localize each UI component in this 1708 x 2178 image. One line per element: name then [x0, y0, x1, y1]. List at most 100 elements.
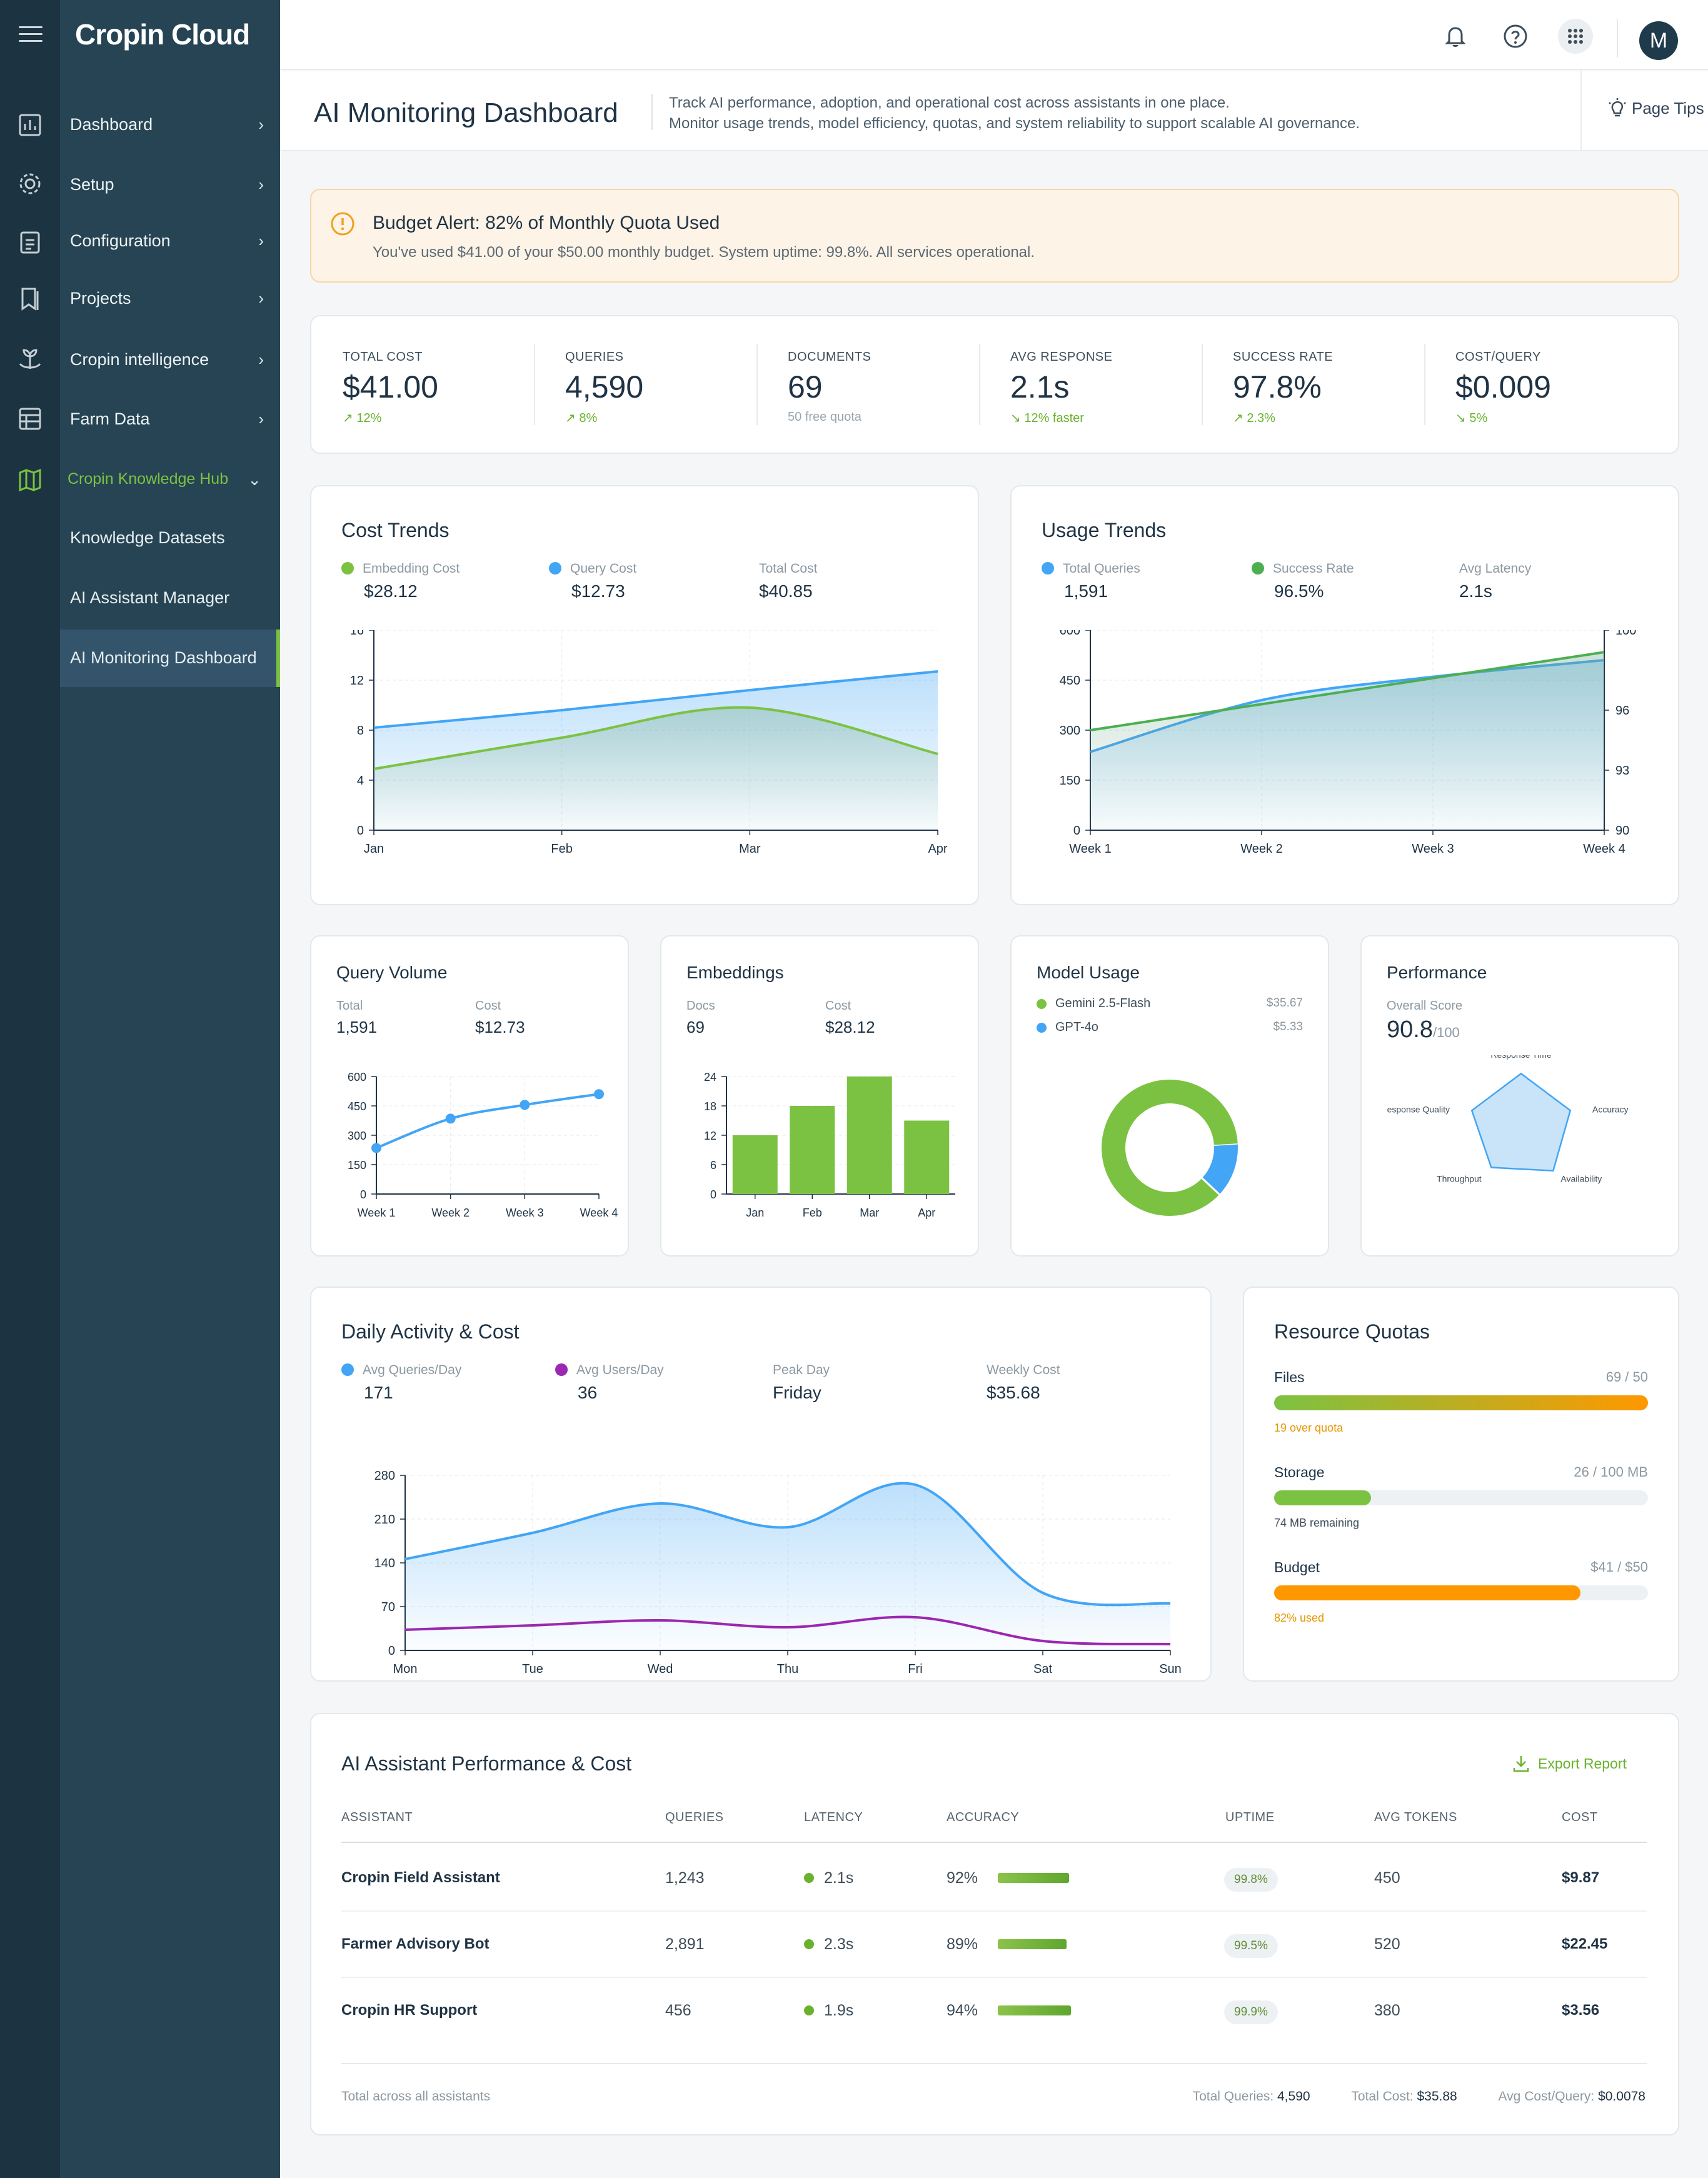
x-tick-label: Week 4 [580, 1207, 618, 1219]
legend-dot [1037, 1023, 1047, 1033]
legend-dot [341, 1363, 354, 1376]
sidebar-item-cropin-intelligence[interactable]: Cropin intelligence › [70, 350, 264, 369]
kpi-queries: QUERIES 4,590 ↗ 8% [534, 316, 756, 454]
bar [846, 1076, 892, 1194]
sidebar-item-setup[interactable]: Setup › [70, 175, 264, 194]
x-tick-label: Mar [860, 1207, 879, 1219]
legend-label: Avg Users/Day [576, 1363, 664, 1377]
kpi-delta: ↗ 8% [565, 410, 597, 426]
sidebar-item-configuration[interactable]: Configuration › [70, 231, 264, 251]
quota-label: Budget [1274, 1559, 1320, 1575]
radar-axis-label: Response Time [1490, 1055, 1551, 1060]
sidebar [60, 0, 280, 2178]
kpi-card: TOTAL COST $41.00 ↗ 12% QUERIES 4,590 ↗ 8% D… [310, 315, 1679, 454]
embeddings-card: Embeddings Docs 69 Cost $28.12 0 6 12 18 24 J… [660, 935, 979, 1257]
legend-value: 171 [364, 1383, 393, 1402]
export-report-button[interactable]: Export Report [1512, 1754, 1627, 1773]
cell-assistant[interactable]: Cropin HR Support [341, 2002, 478, 2019]
header-divider [341, 1842, 1647, 1843]
avatar[interactable]: M [1639, 21, 1678, 60]
sidebar-item-farm-data[interactable]: Farm Data › [70, 409, 264, 429]
sidebar-item-dashboard[interactable]: Dashboard › [70, 115, 264, 134]
radar-axis-label: Availability [1560, 1174, 1602, 1184]
kpi-documents: DOCUMENTS 69 50 free quota [756, 316, 979, 454]
footer-total-cost: $35.88 [1417, 2089, 1457, 2104]
legend-label: Avg Latency [1459, 561, 1532, 576]
legend-label: Total Cost [759, 561, 818, 576]
top-bar [280, 0, 1708, 70]
x-tick-label: Week 1 [358, 1207, 396, 1219]
chart-icon[interactable] [16, 111, 44, 139]
subnav-knowledge-datasets[interactable]: Knowledge Datasets [70, 528, 225, 547]
query-volume-chart: 0 150 300 450 600 Week 1 Week 2 Week 3 Week 4 [348, 1071, 618, 1219]
page-tips-button[interactable]: Page Tips [1580, 71, 1708, 151]
legend-label: Success Rate [1273, 561, 1354, 576]
gear-icon[interactable] [16, 170, 44, 198]
cell-avg-tokens: 450 [1374, 1869, 1400, 1887]
quota-value: 26 / 100 MB [1574, 1464, 1648, 1480]
help-icon[interactable] [1500, 21, 1530, 51]
series-line [404, 1482, 1171, 1607]
latency-status-dot [804, 1939, 814, 1949]
divider [1202, 344, 1203, 425]
brand-logo: Cropin Cloud [75, 18, 250, 51]
column-header: ASSISTANT [341, 1810, 413, 1824]
kpi-delta: ↗ 2.3% [1233, 410, 1275, 426]
hamburger-menu-icon[interactable] [19, 26, 43, 45]
score-value: 90.8 [1387, 1016, 1433, 1043]
kpi-value: 4,590 [565, 369, 644, 404]
y-tick-label: 12 [350, 674, 364, 688]
bell-icon[interactable] [1440, 21, 1470, 51]
stat-label: Docs [686, 999, 715, 1013]
description-line: Track AI performance, adoption, and oper… [669, 94, 1230, 111]
sidebar-item-projects[interactable]: Projects › [70, 289, 264, 308]
kpi-total-cost: TOTAL COST $41.00 ↗ 12% [311, 316, 534, 454]
bookmark-icon[interactable] [16, 285, 44, 313]
legend-value: $5.33 [1273, 1020, 1303, 1033]
trend-up-icon: ↗ [343, 411, 357, 425]
sidebar-item-label: Configuration [70, 231, 171, 250]
y-tick-label: 0 [388, 1644, 395, 1658]
cell-assistant[interactable]: Cropin Field Assistant [341, 1869, 500, 1886]
plant-icon[interactable] [16, 345, 44, 373]
x-tick-label: Feb [551, 842, 572, 856]
active-nav-highlight [60, 630, 280, 687]
radar-axis-label: Accuracy [1592, 1104, 1629, 1114]
sidebar-item-knowledge-hub[interactable]: Cropin Knowledge Hub ⌄ [68, 470, 261, 489]
radar-axis-label: Throughput [1437, 1174, 1482, 1184]
legend-label: Query Cost [570, 561, 637, 576]
y-tick-label: 6 [710, 1159, 716, 1172]
legend-avg-users: Avg Users/Day [555, 1363, 664, 1378]
y-tick-label: 18 [704, 1100, 716, 1113]
stat-value: 69 [686, 1018, 705, 1036]
stat-label: Cost [475, 999, 501, 1013]
y-tick-label: 70 [381, 1600, 395, 1614]
legend-label: Weekly Cost [987, 1363, 1060, 1377]
kpi-delta: ↘ 12% faster [1010, 410, 1084, 426]
subnav-ai-assistant-manager[interactable]: AI Assistant Manager [70, 588, 230, 607]
quota-note: 82% used [1274, 1612, 1325, 1624]
y-tick-label: 450 [1060, 674, 1080, 688]
card-title: Usage Trends [1042, 519, 1167, 541]
y-tick-label: 24 [704, 1071, 716, 1083]
quota-bar-fill [1274, 1585, 1581, 1600]
y-tick-label-right: 93 [1615, 764, 1629, 778]
subnav-ai-monitoring-dashboard[interactable]: AI Monitoring Dashboard [70, 648, 257, 667]
knowledge-map-icon[interactable] [16, 466, 44, 494]
stat-label: Overall Score [1387, 999, 1463, 1013]
quota-value: $41 / $50 [1590, 1559, 1648, 1575]
trend-down-icon: ↘ [1010, 411, 1025, 425]
table-icon[interactable] [16, 405, 44, 433]
x-tick-label: Thu [777, 1662, 798, 1676]
budget-alert: Budget Alert: 82% of Monthly Quota Used … [310, 189, 1679, 283]
apps-grid-icon[interactable] [1558, 19, 1593, 54]
alert-text: You've used $41.00 of your $50.00 monthl… [373, 244, 1035, 261]
legend-value: 36 [578, 1383, 598, 1402]
series-line [373, 706, 938, 770]
card-title: Model Usage [1037, 963, 1140, 982]
clipboard-icon[interactable] [16, 228, 44, 255]
lightbulb-icon [1609, 98, 1626, 117]
legend-embedding-cost: Embedding Cost [341, 561, 460, 576]
chevron-right-icon: › [258, 231, 264, 250]
cell-assistant[interactable]: Farmer Advisory Bot [341, 1935, 490, 1952]
